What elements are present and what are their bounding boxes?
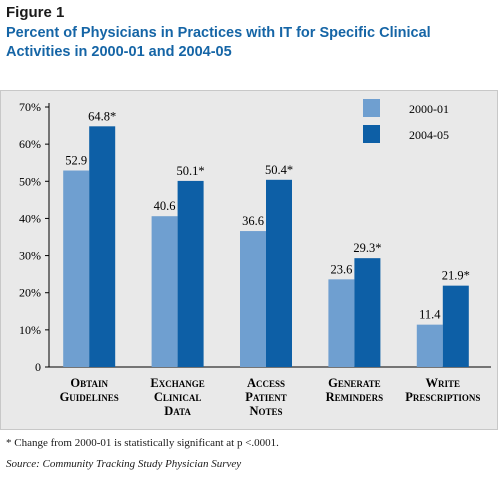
- bar-2004-05: [89, 126, 116, 367]
- x-category-label: Reminders: [326, 390, 384, 404]
- x-category-label: Guidelines: [60, 390, 119, 404]
- bar-2004-05: [354, 258, 381, 367]
- y-tick-label: 40%: [19, 211, 41, 225]
- bar-data-label: 52.9: [65, 154, 87, 168]
- y-tick-label: 0: [35, 360, 41, 374]
- bar-data-label: 29.3*: [353, 241, 381, 255]
- x-category-label: Patient: [245, 390, 286, 404]
- bar-2000-01: [328, 279, 355, 367]
- bar-data-label: 11.4: [419, 308, 441, 322]
- x-category-label: Access: [247, 376, 285, 390]
- bar-chart: 0 10% 20% 30% 40% 50% 60% 70% 52.9 64.8* ObtainGui…: [19, 99, 491, 418]
- bar-data-label: 36.6: [242, 214, 264, 228]
- bar-data-label: 50.1*: [177, 164, 205, 178]
- bar-2000-01: [63, 170, 90, 367]
- bar-2000-01: [416, 324, 443, 367]
- bar-data-label: 50.4*: [265, 163, 293, 177]
- legend-label: 2000-01: [409, 102, 449, 116]
- bar-2004-05: [177, 180, 204, 367]
- legend-label: 2004-05: [409, 128, 449, 142]
- x-category-label: Generate: [328, 376, 381, 390]
- bar-data-label: 23.6: [330, 262, 352, 276]
- bar-data-label: 64.8*: [88, 109, 116, 123]
- bar-2004-05: [442, 285, 469, 367]
- bar-data-label: 21.9*: [442, 269, 470, 283]
- bar-data-label: 40.6: [154, 199, 176, 213]
- x-category-label: Data: [164, 404, 191, 418]
- chart-area: 0 10% 20% 30% 40% 50% 60% 70% 52.9 64.8* Obtain Gui…: [0, 90, 498, 430]
- x-category-label: Clinical: [154, 390, 202, 404]
- chart-title: Percent of Physicians in Practices with …: [6, 25, 431, 60]
- bar-2004-05: [266, 179, 292, 367]
- figure-label: Figure 1: [6, 4, 65, 21]
- bar-2000-01: [240, 231, 266, 367]
- y-tick-label: 60%: [19, 137, 41, 151]
- y-tick-label: 10%: [19, 323, 41, 337]
- y-tick-label: 30%: [19, 249, 41, 263]
- x-category-label: Notes: [249, 404, 282, 418]
- bar-2000-01: [151, 216, 178, 367]
- legend-swatch-2004-05: [363, 125, 380, 143]
- footnote: * Change from 2000-01 is statistically s…: [6, 437, 279, 449]
- y-tick-label: 50%: [19, 174, 41, 188]
- x-category-label: Obtain: [70, 376, 108, 390]
- source-note: Source: Community Tracking Study Physici…: [6, 458, 242, 470]
- legend-swatch-2000-01: [363, 99, 380, 117]
- x-category-label: Write: [426, 376, 461, 390]
- x-category-label: Prescriptions: [405, 390, 480, 404]
- y-tick-label: 20%: [19, 286, 41, 300]
- x-category-label: Exchange: [150, 376, 204, 390]
- y-tick-label: 70%: [19, 100, 41, 114]
